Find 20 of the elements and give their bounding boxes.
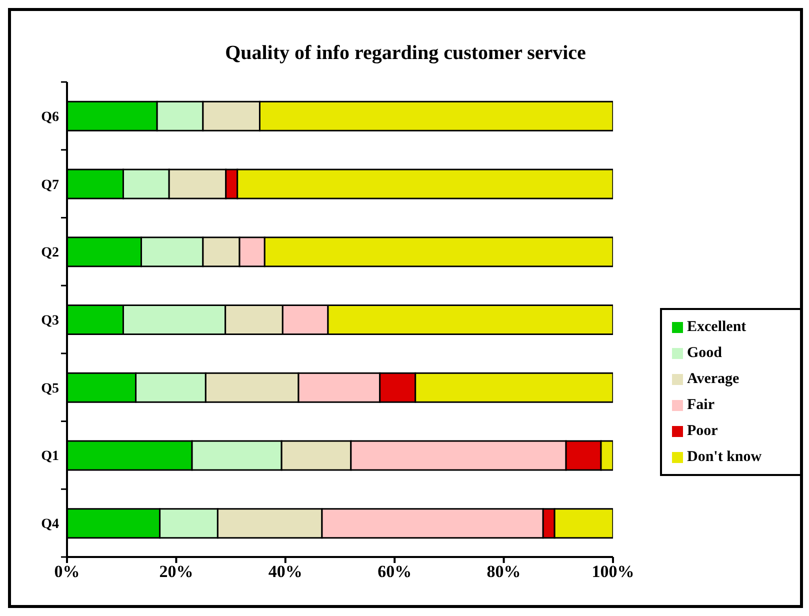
legend-label: Good bbox=[687, 345, 722, 361]
y-tick-label: Q1 bbox=[41, 449, 59, 464]
chart-title: Quality of info regarding customer service bbox=[224, 42, 587, 65]
legend-label: Poor bbox=[687, 423, 718, 439]
x-tick-label: 80% bbox=[486, 562, 521, 582]
x-tick-label: 0% bbox=[54, 562, 80, 582]
legend-label: Average bbox=[687, 371, 740, 387]
y-tick-label: Q6 bbox=[41, 110, 59, 125]
x-tick-label: 60% bbox=[378, 562, 412, 582]
legend-label: Don't know bbox=[687, 449, 762, 465]
y-tick-label: Q3 bbox=[41, 314, 59, 328]
y-tick-label: Q2 bbox=[41, 246, 59, 261]
x-tick-label: 100% bbox=[592, 562, 634, 582]
x-tick-label: 20% bbox=[159, 562, 194, 582]
y-tick-label: Q5 bbox=[41, 381, 59, 396]
y-tick-label: Q7 bbox=[41, 178, 59, 193]
x-tick-label: 40% bbox=[268, 562, 302, 582]
legend-label: Excellent bbox=[687, 319, 746, 335]
y-tick-label: Q4 bbox=[41, 517, 59, 532]
legend-label: Fair bbox=[687, 397, 714, 413]
